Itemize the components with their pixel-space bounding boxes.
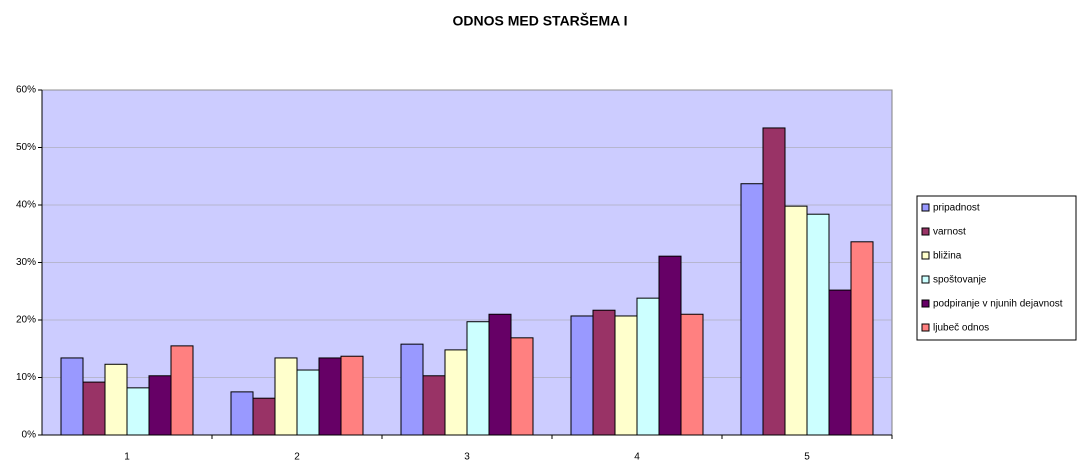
legend-swatch — [921, 299, 930, 308]
bar — [570, 315, 594, 436]
bar — [466, 321, 490, 436]
legend-swatch — [921, 251, 930, 260]
bar — [658, 255, 682, 436]
legend-swatch — [921, 203, 930, 212]
y-tick-label: 50% — [16, 142, 36, 153]
y-tick-label: 10% — [16, 372, 36, 383]
bar — [828, 289, 852, 436]
bar — [850, 241, 874, 436]
legend-swatch — [921, 323, 930, 332]
x-tick-label: 5 — [804, 452, 810, 461]
bar — [104, 363, 128, 436]
legend-swatch — [921, 227, 930, 236]
legend-label: varnost — [933, 227, 966, 238]
legend-label: pripadnost — [933, 203, 980, 214]
bar — [444, 349, 468, 436]
bar — [296, 369, 320, 436]
bar — [510, 337, 534, 436]
bar — [148, 375, 172, 436]
x-tick-label: 3 — [464, 452, 470, 461]
chart-title: ODNOS MED STARŠEMA I — [452, 12, 627, 29]
y-tick-label: 30% — [16, 257, 36, 268]
bar — [126, 387, 150, 436]
bar — [806, 213, 830, 436]
y-tick-label: 20% — [16, 315, 36, 326]
y-tick-label: 60% — [16, 85, 36, 96]
bar — [422, 375, 446, 436]
bar — [318, 357, 342, 436]
legend-label: podpiranje v njunih dejavnost — [933, 299, 1063, 310]
bar — [60, 357, 84, 436]
x-tick-label: 1 — [124, 452, 130, 461]
y-tick-label: 40% — [16, 200, 36, 211]
bar — [740, 183, 764, 436]
bar — [170, 345, 194, 436]
x-tick-label: 4 — [634, 452, 640, 461]
bar — [230, 391, 254, 436]
legend-box — [916, 195, 1077, 341]
bar — [636, 297, 660, 436]
legend-label: ljubeč odnos — [933, 323, 989, 334]
bar — [82, 381, 106, 436]
bar — [762, 127, 786, 436]
legend-swatch — [921, 275, 930, 284]
legend-label: spoštovanje — [933, 275, 987, 286]
bar — [614, 315, 638, 436]
legend-label: bližina — [933, 251, 962, 262]
bar — [784, 205, 808, 436]
bar — [340, 355, 364, 436]
y-tick-label: 0% — [22, 430, 37, 441]
bar — [592, 309, 616, 436]
bar — [274, 357, 298, 436]
bar — [488, 313, 512, 436]
bar — [252, 397, 276, 436]
x-tick-label: 2 — [294, 452, 300, 461]
bar — [680, 313, 704, 436]
bar — [400, 343, 424, 436]
